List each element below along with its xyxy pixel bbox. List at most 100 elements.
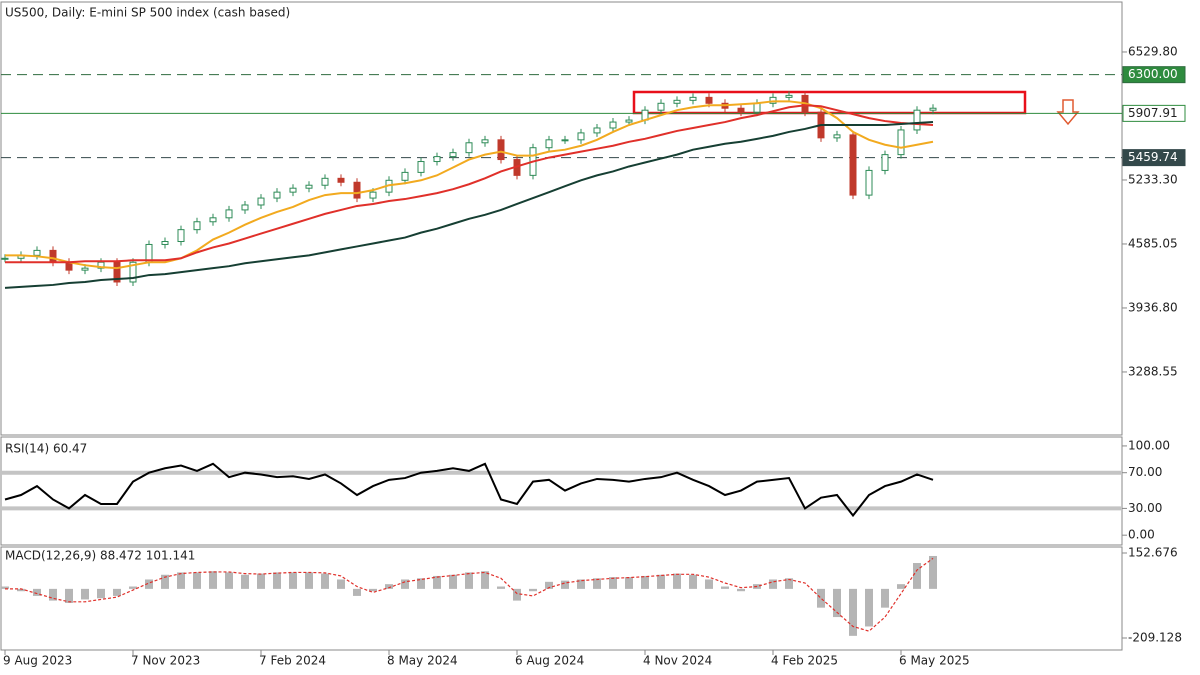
macd-bar <box>657 574 665 589</box>
macd-bar <box>49 588 57 601</box>
macd-bar <box>881 588 889 608</box>
macd-signal <box>5 557 934 632</box>
candle <box>449 152 457 158</box>
rsi-line <box>4 462 934 518</box>
macd-panel <box>0 546 1123 651</box>
candle <box>737 107 745 113</box>
rsi-title: RSI(14) 60.47 <box>5 442 87 456</box>
candle <box>33 249 41 256</box>
rsi-panel <box>0 436 1123 546</box>
macd-bar <box>97 588 105 599</box>
candle <box>561 139 569 142</box>
macd-bar <box>17 588 25 592</box>
chart-title: US500, Daily: E-mini SP 500 index (cash … <box>5 6 290 20</box>
level-label: 5907.91 <box>1128 106 1178 120</box>
candle <box>1 257 9 260</box>
candle <box>849 134 857 196</box>
candle <box>689 96 697 101</box>
macd-bar <box>593 578 601 589</box>
candle <box>209 217 217 223</box>
candle <box>401 171 409 181</box>
macd-bar <box>177 572 185 589</box>
x-tick-label: 7 Nov 2023 <box>131 654 200 668</box>
macd-bar <box>625 577 633 589</box>
macd-bar <box>705 579 713 589</box>
candle <box>225 209 233 219</box>
macd-bar <box>865 588 873 627</box>
macd-bar <box>513 588 521 601</box>
y-tick-label: 5233.30 <box>1128 172 1178 186</box>
candle <box>465 142 473 154</box>
candle <box>593 127 601 134</box>
macd-bar <box>33 588 41 596</box>
candle <box>577 132 585 141</box>
macd-bar <box>1 586 9 589</box>
macd-bar <box>337 579 345 589</box>
candle <box>705 96 713 104</box>
candle <box>497 139 505 161</box>
macd-bar <box>321 573 329 589</box>
candle <box>881 154 889 171</box>
macd-bar <box>209 571 217 589</box>
x-tick-label: 4 Nov 2024 <box>643 654 712 668</box>
macd-bar <box>497 586 505 589</box>
macd-bar <box>353 588 361 596</box>
macd-bar <box>449 574 457 589</box>
candle <box>337 177 345 183</box>
y-tick-label: 152.676 <box>1128 545 1178 559</box>
macd-bar <box>849 588 857 636</box>
macd-bar <box>113 588 121 596</box>
macd-bar <box>465 572 473 589</box>
macd-bar <box>529 588 537 592</box>
moving-average <box>5 100 934 270</box>
y-tick-label: 6529.80 <box>1128 44 1178 58</box>
macd-bar <box>689 574 697 589</box>
candle <box>129 261 137 283</box>
macd-bar <box>641 575 649 589</box>
candle <box>833 134 841 139</box>
macd-bar <box>193 572 201 589</box>
macd-bar <box>401 579 409 589</box>
macd-bar <box>913 563 921 589</box>
y-tick-label: 100.00 <box>1128 438 1170 452</box>
macd-bar <box>385 584 393 589</box>
y-tick-label: 3936.80 <box>1128 300 1178 314</box>
macd-bar <box>225 572 233 589</box>
level-label-box <box>1122 149 1186 167</box>
y-tick-label: 0.00 <box>1128 528 1155 542</box>
candle <box>257 197 265 206</box>
y-tick-label: 4585.05 <box>1128 236 1178 250</box>
macd-bar <box>305 572 313 589</box>
candle <box>929 107 937 111</box>
candle <box>369 191 377 199</box>
level-label: 6300.00 <box>1128 67 1178 81</box>
level-label-box <box>1122 66 1186 84</box>
level-label-box <box>1122 104 1186 122</box>
candle <box>897 129 905 156</box>
candle <box>753 102 761 113</box>
y-tick-label: -209.128 <box>1128 631 1182 645</box>
candle <box>273 191 281 199</box>
x-tick-label: 6 Aug 2024 <box>515 654 584 668</box>
macd-bar <box>369 588 377 592</box>
price-panel <box>0 1 1123 436</box>
candle <box>913 109 921 131</box>
macd-bar <box>577 579 585 589</box>
candle <box>433 156 441 163</box>
x-tick-label: 8 May 2024 <box>387 654 458 668</box>
macd-bar <box>433 575 441 589</box>
candle <box>321 177 329 186</box>
macd-bar <box>673 573 681 589</box>
macd-bar <box>481 571 489 589</box>
macd-bar <box>257 573 265 589</box>
y-tick-label: 30.00 <box>1128 501 1162 515</box>
candle <box>177 229 185 243</box>
macd-bar <box>545 581 553 589</box>
macd-bar <box>897 584 905 589</box>
candle <box>289 187 297 193</box>
macd-bar <box>721 586 729 589</box>
y-tick-label: 70.00 <box>1128 465 1162 479</box>
candle <box>49 249 57 263</box>
